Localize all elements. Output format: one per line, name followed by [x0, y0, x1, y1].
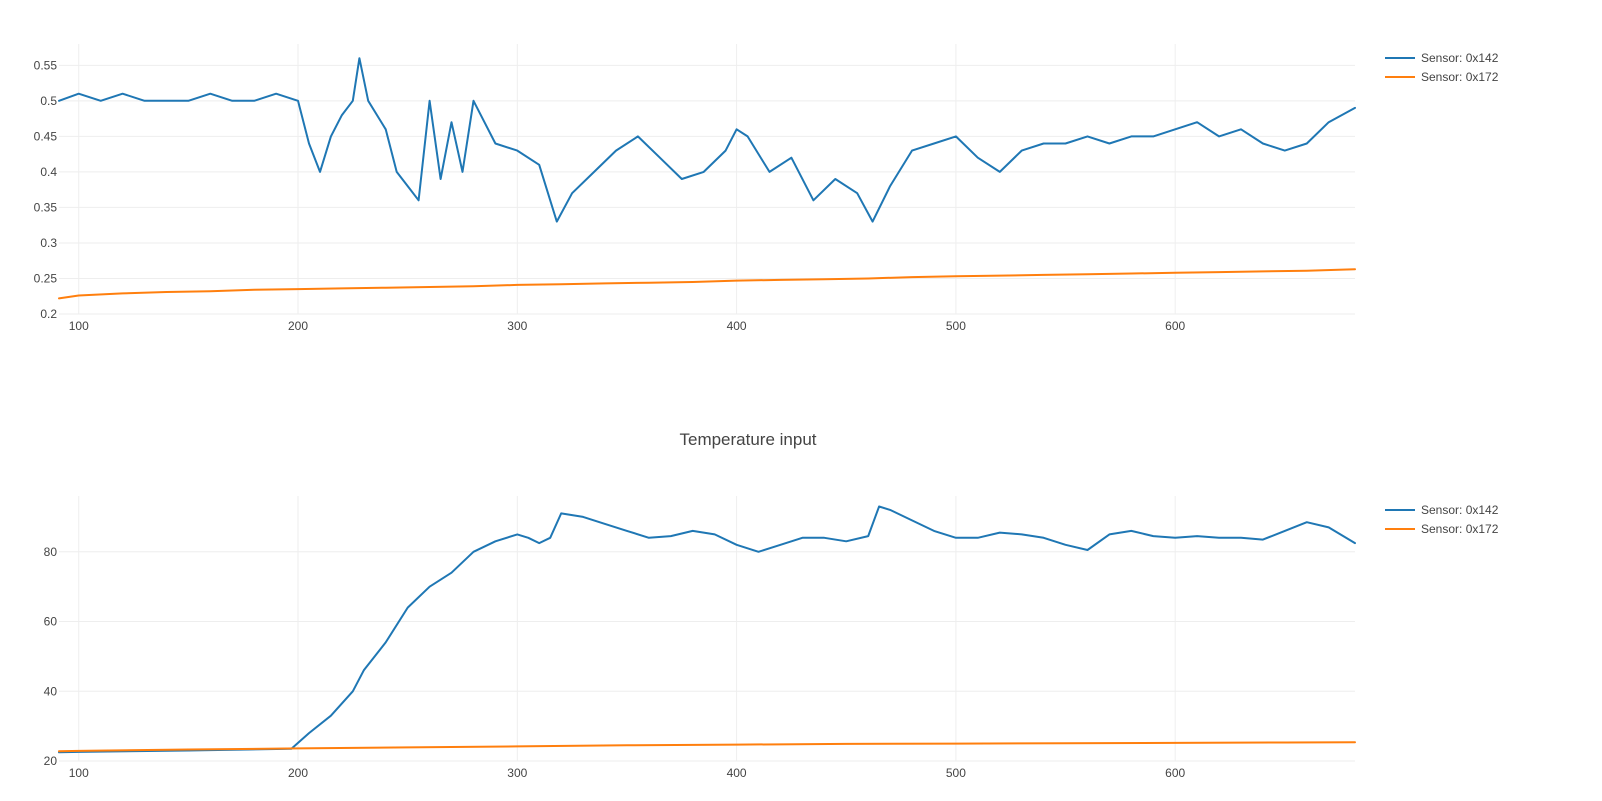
y-tick-label: 0.5 [40, 94, 57, 108]
legend-label: Sensor: 0x142 [1421, 51, 1499, 65]
legend-item[interactable]: Sensor: 0x142 [1385, 503, 1499, 517]
legend-label: Sensor: 0x142 [1421, 503, 1499, 517]
y-tick-label: 80 [44, 545, 58, 559]
y-tick-label: 20 [44, 754, 58, 768]
x-tick-label: 600 [1165, 766, 1185, 780]
legend-item[interactable]: Sensor: 0x172 [1385, 522, 1499, 536]
legend[interactable]: Sensor: 0x142 Sensor: 0x172 [1385, 503, 1499, 536]
chart-line-top: 100 200 300 400 500 600 0.2 0.25 0.3 0.35 0.4 0.45 0… [34, 44, 1499, 333]
x-tick-label: 100 [69, 766, 89, 780]
series-lines [58, 505, 1356, 754]
series-line-sensor-0x142 [58, 505, 1356, 754]
series-line-sensor-0x172 [58, 268, 1356, 300]
chart-line-bottom: Temperature input 100 200 300 400 500 600 20 40… [44, 430, 1499, 780]
legend-item[interactable]: Sensor: 0x172 [1385, 70, 1499, 84]
x-tick-label: 400 [727, 319, 747, 333]
x-tick-label: 600 [1165, 319, 1185, 333]
x-tick-label: 300 [507, 319, 527, 333]
legend[interactable]: Sensor: 0x142 Sensor: 0x172 [1385, 51, 1499, 84]
legend-label: Sensor: 0x172 [1421, 70, 1499, 84]
y-tick-label: 0.3 [40, 236, 57, 250]
y-tick-label: 0.25 [34, 271, 58, 285]
x-tick-label: 500 [946, 319, 966, 333]
y-tick-label: 60 [44, 615, 58, 629]
tick-labels: 100 200 300 400 500 600 20 40 60 80 [44, 545, 1186, 780]
x-tick-label: 200 [288, 766, 308, 780]
tick-labels: 100 200 300 400 500 600 0.2 0.25 0.3 0.35 0.4 0.45 0… [34, 58, 1186, 333]
x-tick-label: 100 [69, 319, 89, 333]
series-lines [58, 57, 1356, 300]
series-line-sensor-0x142 [58, 57, 1356, 223]
y-tick-label: 0.55 [34, 58, 58, 72]
y-tick-label: 0.35 [34, 200, 58, 214]
x-tick-label: 300 [507, 766, 527, 780]
chart-title: Temperature input [679, 430, 816, 449]
y-tick-label: 0.45 [34, 129, 58, 143]
gridlines [59, 44, 1355, 315]
legend-item[interactable]: Sensor: 0x142 [1385, 51, 1499, 65]
x-tick-label: 200 [288, 319, 308, 333]
x-tick-label: 500 [946, 766, 966, 780]
y-tick-label: 0.4 [40, 165, 57, 179]
legend-label: Sensor: 0x172 [1421, 522, 1499, 536]
x-tick-label: 400 [727, 766, 747, 780]
y-tick-label: 40 [44, 684, 58, 698]
series-line-sensor-0x172 [58, 741, 1356, 753]
y-tick-label: 0.2 [40, 307, 57, 321]
gridlines [59, 496, 1355, 762]
